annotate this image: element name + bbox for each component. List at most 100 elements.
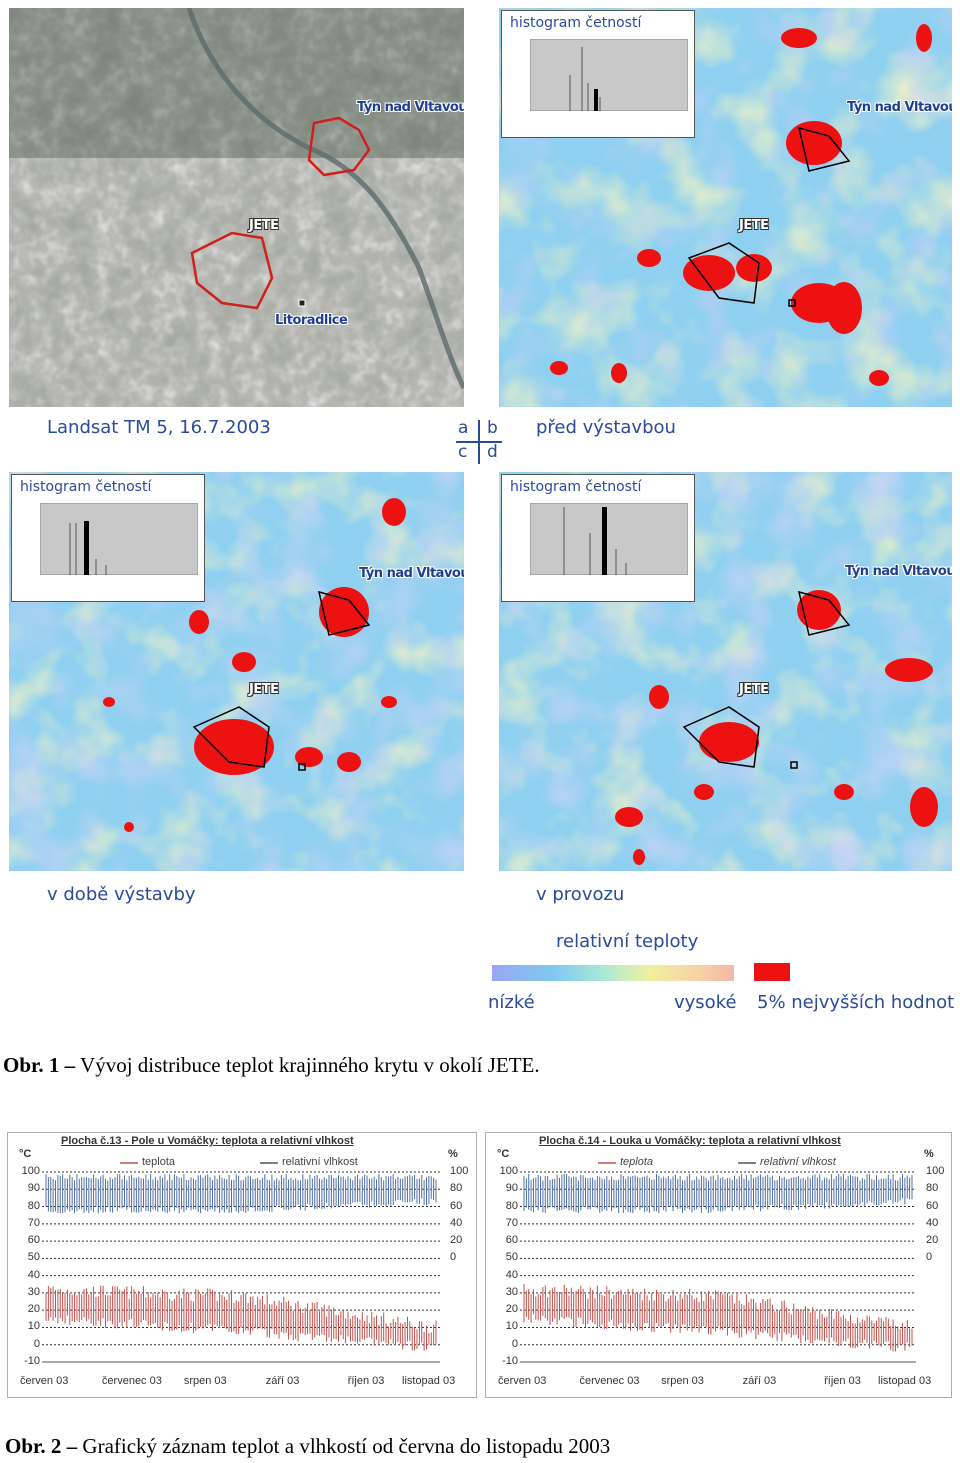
- chart-frame-13: [7, 1132, 477, 1398]
- y-right-tick: 40: [450, 1216, 463, 1229]
- y-left-tick: -10: [502, 1355, 518, 1367]
- panel-layout-glyph: a b c d: [456, 418, 502, 464]
- y-right-tick: 100: [926, 1165, 945, 1177]
- figure1-caption-text: Vývoj distribuce teplot krajinného krytu…: [75, 1053, 540, 1077]
- glyph-c: c: [458, 442, 468, 462]
- y-left-tick: -10: [24, 1355, 40, 1367]
- y-left-tick: 40: [27, 1268, 40, 1281]
- x-tick-label: srpen 03: [661, 1375, 704, 1387]
- histogram-title: histogram četností: [510, 15, 642, 31]
- heat-panel-b: Týn nad Vltavou JETE histogram četností: [499, 8, 952, 407]
- histogram-inset-c: histogram četností: [11, 474, 205, 602]
- histogram-title: histogram četností: [20, 479, 152, 495]
- y-right-tick: 80: [926, 1182, 939, 1195]
- chart-title: Plocha č.14 - Louka u Vomáčky: teplota a…: [539, 1135, 841, 1147]
- histogram-bars: [530, 39, 688, 111]
- y-left-tick: 70: [505, 1216, 518, 1229]
- heat-map-b: [499, 8, 952, 407]
- x-tick-label: září 03: [265, 1375, 300, 1387]
- x-tick-label: červenec 03: [101, 1375, 162, 1387]
- x-tick-label: červenec 03: [579, 1375, 640, 1387]
- legend-gradient: [492, 965, 734, 981]
- y-right-tick: 80: [450, 1182, 463, 1195]
- y-left-unit: °C: [19, 1148, 32, 1160]
- glyph-d: d: [487, 442, 498, 462]
- heat-panel-c: Týn nad Vltavou JETE histogram četností: [9, 472, 464, 871]
- x-tick-label: říjen 03: [824, 1375, 861, 1387]
- histogram-bars: [530, 503, 688, 575]
- y-left-tick: 0: [511, 1337, 518, 1350]
- figure1-caption-prefix: Obr. 1 –: [3, 1053, 76, 1077]
- x-tick-label: říjen 03: [347, 1375, 385, 1387]
- y-left-tick: 50: [27, 1251, 40, 1264]
- y-right-tick: 60: [450, 1199, 463, 1212]
- place-label-jete-d: JETE: [739, 682, 769, 697]
- chart-title: Plocha č.13 - Pole u Vomáčky: teplota a …: [61, 1135, 354, 1147]
- y-right-tick: 20: [450, 1234, 463, 1247]
- y-right-tick: 0: [926, 1251, 933, 1264]
- y-left-tick: 100: [21, 1165, 40, 1177]
- histogram-title: histogram četností: [510, 479, 642, 495]
- heat-panel-d: Týn nad Vltavou JETE histogram četností: [499, 472, 952, 871]
- figure1-caption: Obr. 1 – Vývoj distribuce teplot krajinn…: [3, 1053, 540, 1078]
- y-left-tick: 90: [505, 1182, 518, 1195]
- landsat-panel: Týn nad Vltavou JETE Litoradlice: [9, 8, 464, 407]
- place-label-tyn-d: Týn nad Vltavou: [845, 564, 952, 579]
- legend-hot-swatch: [754, 963, 790, 981]
- y-left-tick: 10: [27, 1320, 40, 1333]
- x-tick-label: září 03: [742, 1375, 777, 1387]
- y-right-unit: %: [448, 1148, 458, 1160]
- y-right-tick: 100: [450, 1165, 469, 1177]
- legend-high: vysoké: [674, 992, 737, 1013]
- histogram-inset-b: histogram četností: [501, 10, 695, 138]
- place-label-jete-c: JETE: [249, 682, 279, 697]
- place-label-tyn-c: Týn nad Vltavou: [359, 566, 464, 581]
- figure2-charts: [42, 1162, 916, 1363]
- panel-label-c: v době výstavby: [47, 884, 196, 905]
- legend-teplota: teplota: [142, 1156, 176, 1168]
- y-right-unit: %: [924, 1148, 934, 1160]
- glyph-b: b: [487, 418, 498, 438]
- legend-vlhkost: relativní vlhkost: [760, 1156, 836, 1168]
- y-left-tick: 20: [27, 1303, 40, 1316]
- y-left-tick: 30: [27, 1285, 40, 1298]
- y-left-tick: 0: [33, 1337, 40, 1350]
- landsat-image: [9, 8, 464, 407]
- legend-teplota: teplota: [620, 1156, 654, 1168]
- y-right-tick: 20: [926, 1234, 939, 1247]
- legend-vlhkost: relativní vlhkost: [282, 1156, 358, 1168]
- y-left-tick: 90: [27, 1182, 40, 1195]
- figure2-caption-prefix: Obr. 2 –: [5, 1434, 78, 1458]
- y-left-tick: 80: [27, 1199, 40, 1212]
- x-tick-label: červen 03: [498, 1375, 547, 1387]
- figure2-caption: Obr. 2 – Grafický záznam teplot a vlhkos…: [5, 1434, 610, 1459]
- y-left-tick: 40: [505, 1268, 518, 1281]
- panel-label-a: Landsat TM 5, 16.7.2003: [47, 417, 271, 438]
- y-left-tick: 100: [499, 1165, 518, 1177]
- place-label-litoradlice: Litoradlice: [275, 313, 348, 328]
- histogram-bars: [40, 503, 198, 575]
- y-left-unit: °C: [497, 1148, 510, 1160]
- x-tick-label: srpen 03: [183, 1375, 227, 1387]
- x-tick-label: listopad 03: [402, 1375, 456, 1387]
- y-left-tick: 80: [505, 1199, 518, 1212]
- panel-label-b: před výstavbou: [536, 417, 676, 438]
- glyph-a: a: [458, 418, 469, 438]
- histogram-inset-d: histogram četností: [501, 474, 695, 602]
- y-right-tick: 0: [450, 1251, 457, 1264]
- y-right-tick: 40: [926, 1216, 939, 1229]
- y-left-tick: 70: [27, 1216, 40, 1229]
- legend-top5: 5% nejvyšších hodnot: [757, 992, 955, 1013]
- y-left-tick: 30: [505, 1285, 518, 1298]
- place-label-jete-b: JETE: [739, 218, 769, 233]
- y-left-tick: 60: [27, 1234, 40, 1247]
- panel-label-d: v provozu: [536, 884, 625, 905]
- legend-title: relativní teploty: [556, 931, 699, 952]
- y-left-tick: 20: [505, 1303, 518, 1316]
- x-tick-label: červen 03: [20, 1375, 69, 1387]
- place-label-jete: JETE: [249, 218, 279, 233]
- place-label-tyn-b: Týn nad Vltavou: [847, 100, 952, 115]
- y-left-tick: 50: [505, 1251, 518, 1264]
- place-label-tyn: Týn nad Vltavou: [357, 100, 464, 115]
- y-left-tick: 10: [505, 1320, 518, 1333]
